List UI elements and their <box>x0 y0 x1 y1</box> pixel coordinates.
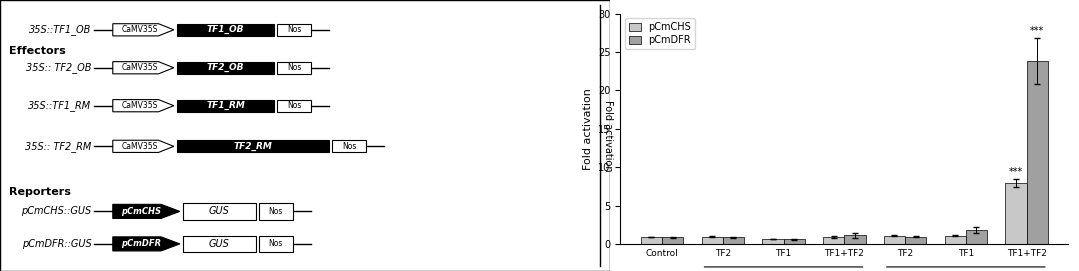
Text: ***: *** <box>1030 26 1044 36</box>
Text: 35S::TF1_RM: 35S::TF1_RM <box>28 100 92 111</box>
Text: CaMV35S: CaMV35S <box>122 101 159 110</box>
Bar <box>663 237 683 244</box>
Legend: pCmCHS, pCmDFR: pCmCHS, pCmDFR <box>626 18 695 49</box>
Text: CaMV35S: CaMV35S <box>122 25 159 34</box>
Bar <box>944 236 966 244</box>
Text: GUS: GUS <box>209 207 230 216</box>
Polygon shape <box>113 204 180 218</box>
FancyBboxPatch shape <box>259 203 292 220</box>
Bar <box>966 230 987 244</box>
FancyBboxPatch shape <box>177 62 274 74</box>
Bar <box>723 237 745 244</box>
Y-axis label: Fold activation: Fold activation <box>583 88 592 170</box>
Text: ***: *** <box>1009 167 1023 177</box>
Polygon shape <box>113 140 174 152</box>
FancyBboxPatch shape <box>277 62 311 74</box>
Text: TF2_OB: TF2_OB <box>207 63 244 72</box>
Bar <box>823 237 844 244</box>
FancyBboxPatch shape <box>183 236 256 252</box>
Bar <box>1026 61 1048 244</box>
Text: Reporters: Reporters <box>9 188 71 197</box>
Bar <box>783 239 805 244</box>
Text: Nos: Nos <box>287 25 301 34</box>
Text: pCmDFR::GUS: pCmDFR::GUS <box>22 239 92 249</box>
FancyBboxPatch shape <box>277 24 311 36</box>
Text: CaMV35S: CaMV35S <box>122 63 159 72</box>
Text: TF1_RM: TF1_RM <box>206 101 245 110</box>
Text: 35S::TF1_OB: 35S::TF1_OB <box>29 24 92 35</box>
Text: CaMV35S: CaMV35S <box>122 142 159 151</box>
Text: 35S:: TF2_RM: 35S:: TF2_RM <box>25 141 92 152</box>
Polygon shape <box>113 100 174 112</box>
FancyBboxPatch shape <box>259 236 292 252</box>
Text: Nos: Nos <box>287 63 301 72</box>
Bar <box>0 0 610 271</box>
Polygon shape <box>113 62 174 74</box>
Text: pCmCHS: pCmCHS <box>121 207 161 216</box>
Text: Nos: Nos <box>287 101 301 110</box>
Bar <box>641 237 663 244</box>
Bar <box>844 235 865 244</box>
Text: 35S:: TF2_OB: 35S:: TF2_OB <box>26 62 92 73</box>
Polygon shape <box>113 24 174 36</box>
FancyBboxPatch shape <box>183 203 256 220</box>
Text: TF2_RM: TF2_RM <box>233 142 272 151</box>
Text: pCmDFR: pCmDFR <box>121 239 161 249</box>
Text: GUS: GUS <box>209 239 230 249</box>
Text: Nos: Nos <box>269 239 283 249</box>
Bar <box>905 237 927 244</box>
Bar <box>701 237 723 244</box>
FancyBboxPatch shape <box>332 140 366 152</box>
Text: TF1_OB: TF1_OB <box>207 25 244 34</box>
Bar <box>1006 183 1026 244</box>
Text: pCmCHS::GUS: pCmCHS::GUS <box>22 207 92 216</box>
FancyBboxPatch shape <box>177 99 274 112</box>
FancyBboxPatch shape <box>177 24 274 36</box>
FancyBboxPatch shape <box>277 99 311 112</box>
Bar <box>762 239 783 244</box>
Polygon shape <box>113 237 180 251</box>
Text: Nos: Nos <box>269 207 283 216</box>
Bar <box>884 236 905 244</box>
Text: Nos: Nos <box>342 142 356 151</box>
FancyBboxPatch shape <box>177 140 329 152</box>
Text: Fold activation: Fold activation <box>603 100 614 171</box>
Text: Effectors: Effectors <box>9 47 66 56</box>
